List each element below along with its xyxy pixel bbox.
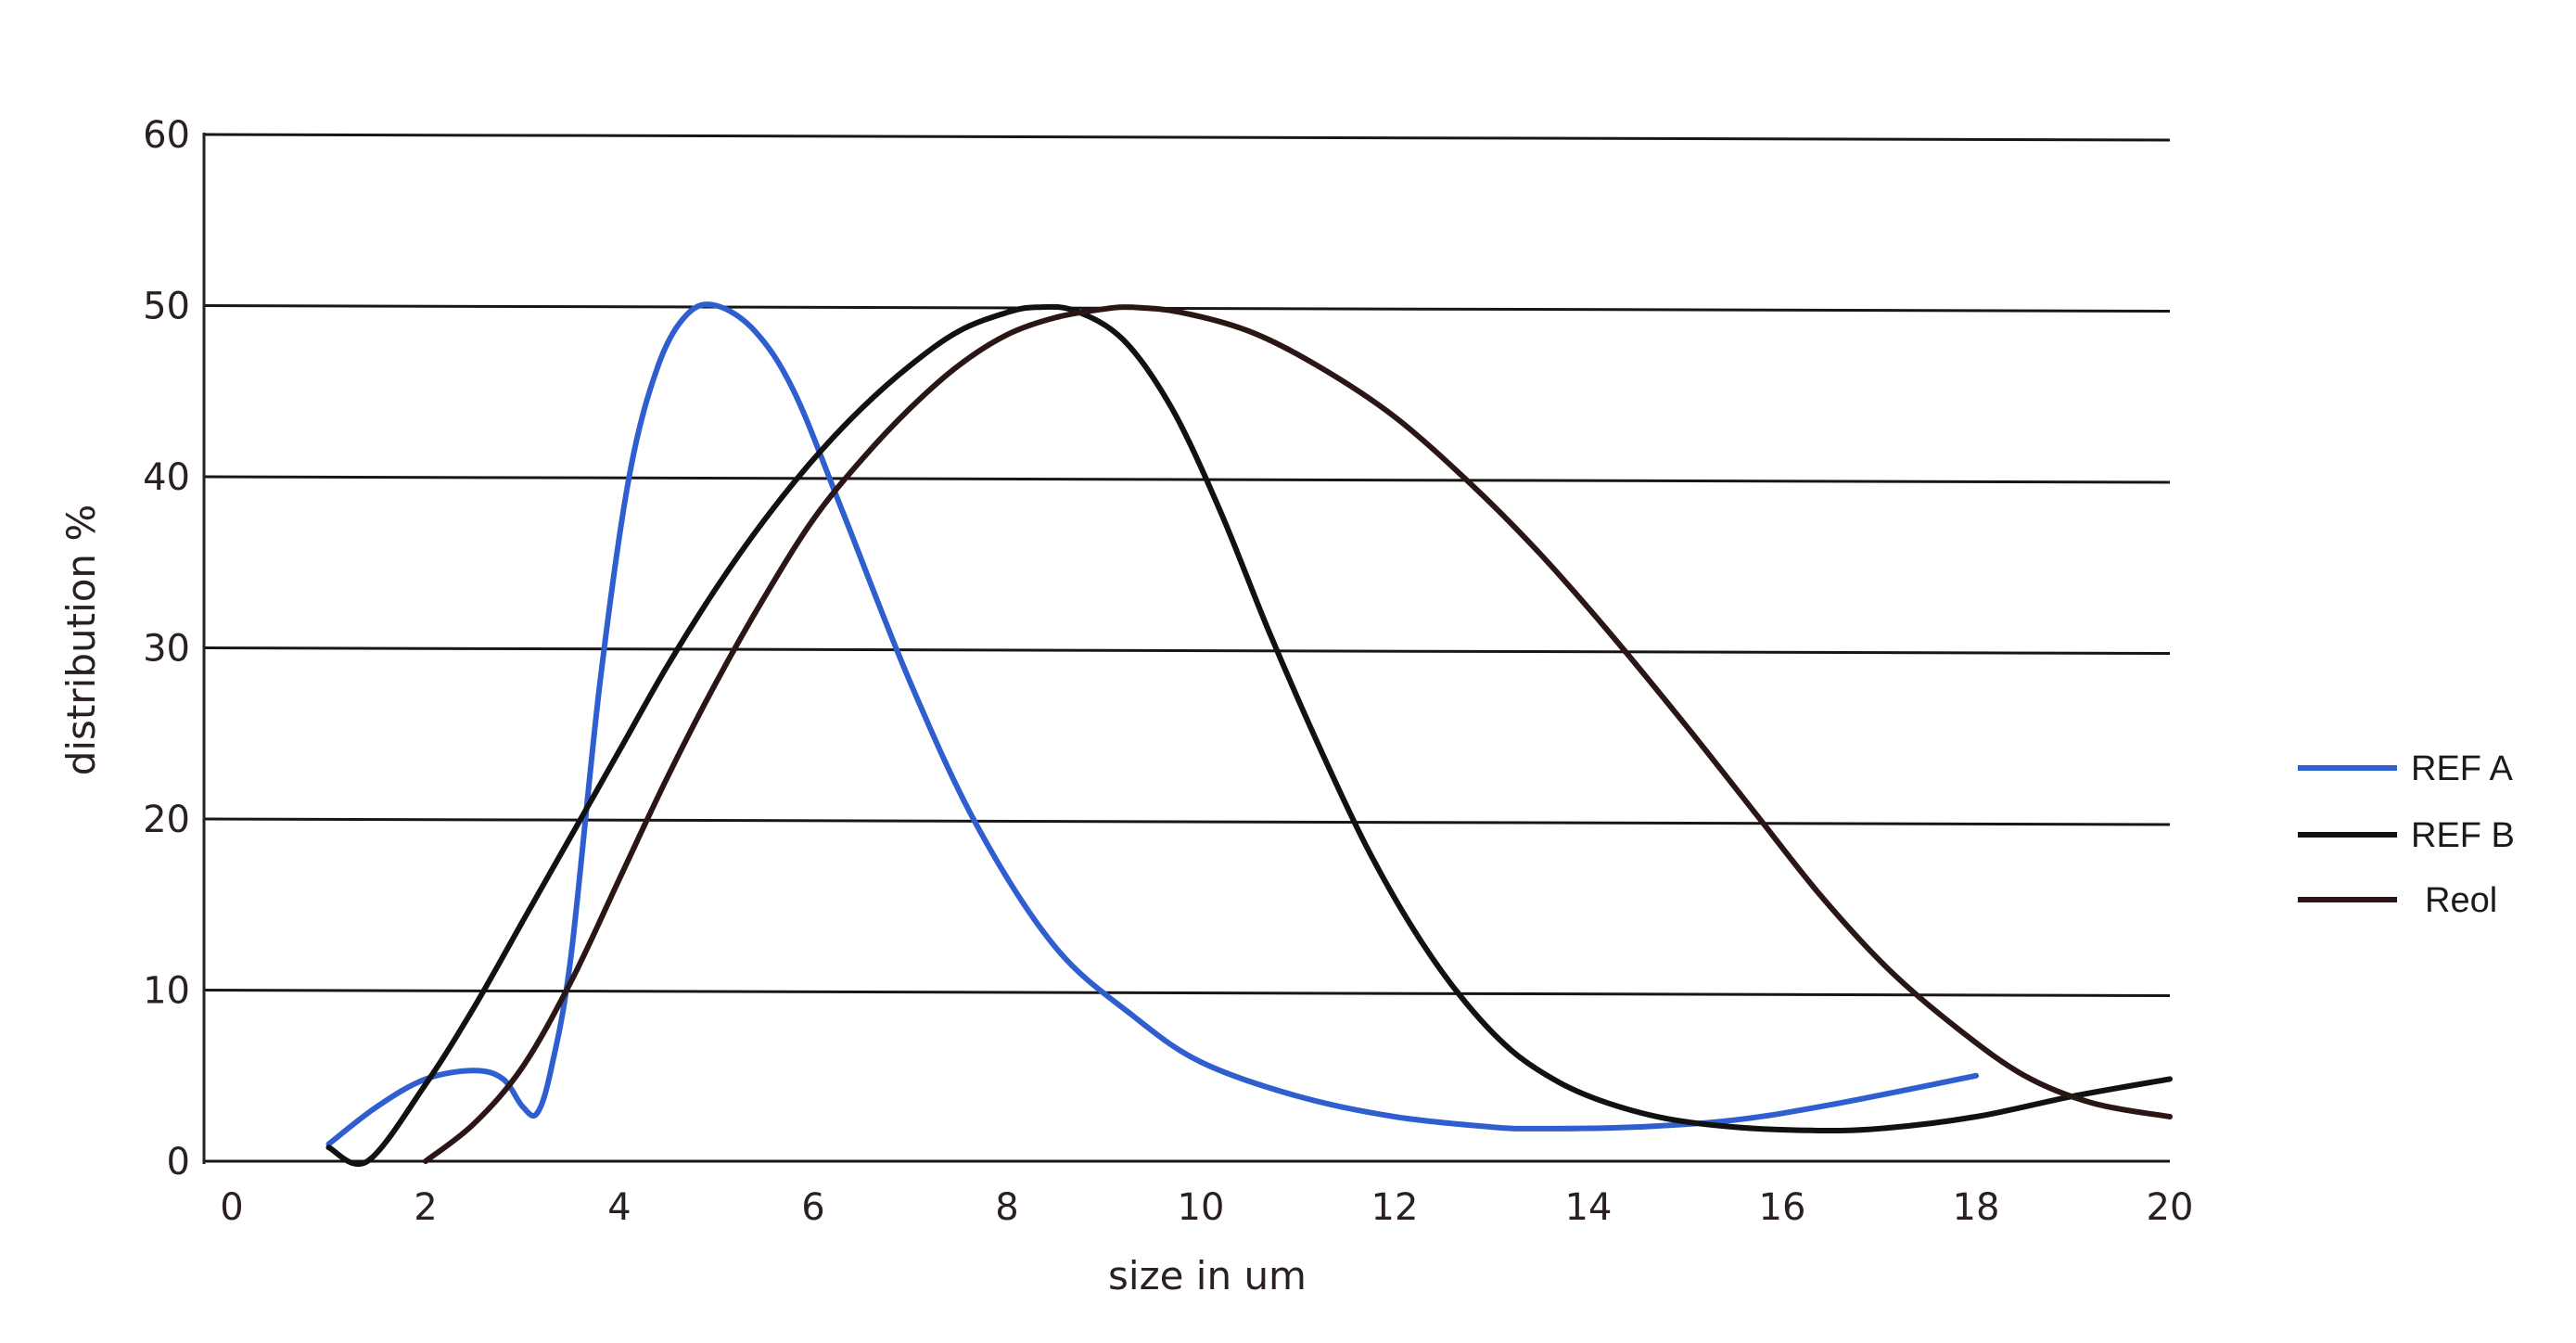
grid-line-y-60 — [203, 133, 2171, 142]
series-lines — [325, 301, 2173, 1167]
x-tick-labels: 0 2 4 6 8 10 12 14 16 18 20 — [220, 1186, 2193, 1229]
x-tick-label-18: 18 — [1953, 1186, 2000, 1229]
grid-line-y-40 — [203, 475, 2171, 484]
grid-lines — [203, 133, 2171, 1163]
x-tick-label-16: 16 — [1759, 1186, 1806, 1229]
y-tick-label-30: 30 — [143, 628, 190, 671]
x-tick-label-20: 20 — [2147, 1186, 2194, 1229]
y-axis-title: distribution % — [58, 505, 104, 776]
x-axis-title: size in um — [1108, 1253, 1307, 1298]
x-tick-label-8: 8 — [995, 1186, 1018, 1229]
legend-label-ref-a: REF A — [2411, 749, 2513, 788]
x-tick-label-14: 14 — [1565, 1186, 1613, 1229]
y-tick-label-60: 60 — [143, 114, 190, 157]
x-tick-label-10: 10 — [1178, 1186, 1225, 1229]
series-line-ref-b — [325, 303, 2173, 1167]
x-tick-label-4: 4 — [607, 1186, 631, 1229]
legend: REF A REF B Reol — [2298, 749, 2515, 920]
grid-line-y-50 — [203, 304, 2171, 313]
x-tick-label-12: 12 — [1371, 1186, 1419, 1229]
legend-label-ref-b: REF B — [2411, 816, 2515, 855]
x-tick-label-0: 0 — [220, 1186, 243, 1229]
x-tick-label-6: 6 — [801, 1186, 824, 1229]
y-tick-label-10: 10 — [143, 970, 190, 1013]
legend-label-reol: Reol — [2425, 881, 2497, 920]
grid-line-y-10 — [203, 989, 2171, 997]
grid-line-y-30 — [203, 646, 2171, 655]
y-tick-label-20: 20 — [143, 799, 190, 841]
y-tick-label-40: 40 — [143, 456, 190, 499]
x-tick-label-2: 2 — [414, 1186, 437, 1229]
y-tick-label-0: 0 — [167, 1141, 190, 1183]
grid-line-y-20 — [203, 817, 2171, 826]
series-line-ref-a — [325, 301, 1979, 1147]
series-line-reol — [423, 304, 2173, 1164]
y-tick-label-50: 50 — [143, 286, 190, 328]
y-tick-labels: 0 10 20 30 40 50 60 — [143, 114, 190, 1183]
